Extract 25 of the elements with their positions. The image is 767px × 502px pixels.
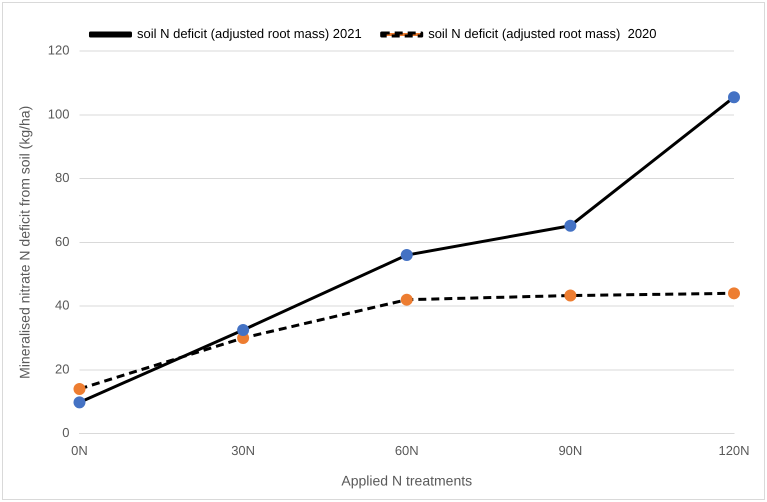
point (73, 382, 86, 395)
point (728, 91, 740, 104)
x-tick-label: 120N (718, 442, 750, 458)
legend-label: soil N deficit (adjusted root mass) 2020 (428, 26, 657, 42)
y-tick-label: 60 (55, 234, 70, 249)
y-tick-label: 80 (55, 170, 70, 186)
point (564, 290, 576, 302)
y-tick-label: 120 (48, 42, 70, 58)
y-tick-label: 20 (55, 361, 70, 376)
point (73, 396, 86, 408)
x-axis-title: Applied N treatments (341, 472, 472, 488)
x-tick-label: 30N (231, 442, 256, 458)
y-tick-label: 0 (62, 425, 70, 440)
y-axis-title: Mineralised nitrate N deficit from soil (kg/ha) (16, 106, 32, 379)
point (237, 324, 250, 336)
point (400, 294, 413, 306)
x-tick-label: 60N (394, 442, 419, 458)
x-tick-label: 0N (71, 442, 88, 458)
y-tick-label: 100 (48, 106, 70, 122)
point (564, 220, 576, 232)
point (728, 287, 740, 300)
y-tick-label: 40 (55, 298, 70, 313)
point (400, 249, 413, 262)
x-tick-label: 90N (558, 442, 582, 458)
legend-label: soil N deficit (adjusted root mass) 2021 (136, 26, 362, 42)
